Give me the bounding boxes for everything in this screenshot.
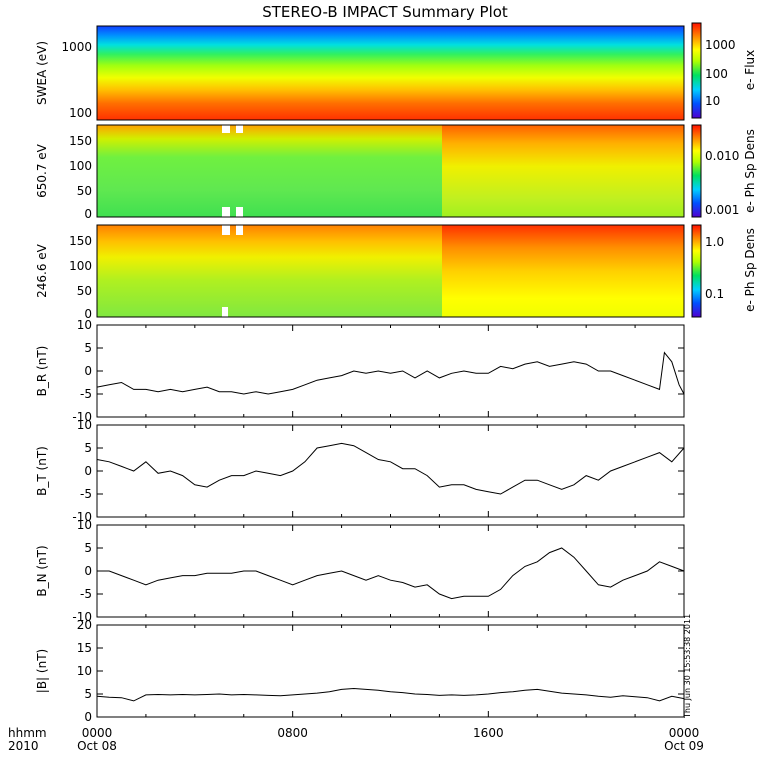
line-panel-3: 10 5 0 -5 -10 B_N (nT): [35, 518, 685, 624]
time-tick-label: 1600: [473, 726, 504, 740]
y-tick-label: 15: [77, 641, 92, 655]
y-tick-label: 5: [84, 541, 92, 555]
time-axis-label: 2010: [8, 739, 39, 753]
pad246-frame: [96, 224, 685, 318]
line-panel-4: 20 15 10 5 0 |B| (nT): [35, 618, 685, 724]
y-tick-label: 0: [84, 564, 92, 578]
series-line: [96, 442, 685, 495]
line-panel-ylabel: B_T (nT): [35, 446, 49, 496]
y-tick-label: 10: [77, 318, 92, 332]
line-panel-frame: [96, 424, 685, 518]
y-tick-label: 0: [84, 364, 92, 378]
swea-cbar-tick-10: 10: [705, 94, 720, 108]
pad650-cbar-label: e- Ph Sp Dens: [743, 129, 757, 213]
pad246-cbar-label: e- Ph Sp Dens: [743, 228, 757, 312]
pad650-colorbar: [691, 124, 702, 218]
y-tick-label: -10: [72, 610, 92, 624]
generation-timestamp: Thu Jun 30 15:53:38 2011: [683, 614, 692, 719]
time-tick-label: 0000: [82, 726, 113, 740]
swea-cbar-tick-100: 100: [705, 67, 728, 81]
pad650-frame: [96, 124, 685, 218]
y-tick-label: -10: [72, 410, 92, 424]
time-tick-label: Oct 09: [664, 739, 704, 753]
pad650-cbar-tick: 0.001: [705, 203, 739, 217]
pad650-gap: [222, 125, 230, 133]
pad246-gap: [222, 225, 230, 235]
y-tick-label: 5: [84, 441, 92, 455]
y-tick-label: 10: [77, 518, 92, 532]
swea-ytick-100: 100: [69, 106, 92, 120]
swea-ytick-1000: 1000: [61, 40, 92, 54]
pad246-cbar-tick: 1.0: [705, 235, 724, 249]
y-tick-label: 10: [77, 418, 92, 432]
y-tick-label: 0: [84, 710, 92, 724]
pad650-gap: [236, 125, 243, 133]
y-tick-label: -5: [80, 587, 92, 601]
swea-colorbar: [691, 22, 702, 119]
swea-cbar-tick-1000: 1000: [705, 38, 736, 52]
time-tick-label: 0800: [277, 726, 308, 740]
pad246-map-late: [442, 225, 684, 317]
y-tick-label: 0: [84, 464, 92, 478]
y-tick-label: -10: [72, 510, 92, 524]
pad650-ytick: 100: [69, 159, 92, 173]
line-panel-frame: [96, 324, 685, 418]
time-axis-label: hhmm: [8, 726, 47, 740]
line-panel-frame: [96, 524, 685, 618]
y-tick-label: -5: [80, 387, 92, 401]
pad246-ytick: 100: [69, 259, 92, 273]
swea-ylabel: SWEA (eV): [35, 41, 49, 105]
line-panel-ylabel: B_R (nT): [35, 346, 49, 397]
pad650-ytick: 0: [84, 207, 92, 221]
pad246-map-early: [97, 225, 442, 317]
pad650-map-late: [442, 125, 684, 217]
pad246-ytick: 150: [69, 234, 92, 248]
pad650-ylabel: 650.7 eV: [35, 143, 49, 198]
y-tick-label: 5: [84, 687, 92, 701]
time-tick-label: Oct 08: [77, 739, 117, 753]
y-tick-label: -5: [80, 487, 92, 501]
swea-frame: [96, 25, 685, 121]
swea-cbar-label: e- Flux: [743, 50, 757, 90]
line-panel-1: 10 5 0 -5 -10 B_R (nT): [35, 318, 685, 424]
line-panel-frame: [96, 624, 685, 718]
swea-spectrogram: [97, 26, 684, 120]
pad246-ytick: 50: [77, 284, 92, 298]
line-panel-2: 10 5 0 -5 -10 B_T (nT): [35, 418, 685, 524]
pad650-gap: [222, 207, 230, 217]
line-panel-ylabel: B_N (nT): [35, 545, 49, 596]
pad246-ytick: 0: [84, 307, 92, 321]
pad650-panel: 150 100 50 0 650.7 eV 0.010 0.001 e- Ph …: [35, 124, 757, 221]
series-line: [96, 351, 685, 395]
pad246-colorbar: [691, 224, 702, 318]
pad650-ytick: 150: [69, 134, 92, 148]
pad246-gap: [222, 307, 228, 317]
y-tick-label: 5: [84, 341, 92, 355]
pad650-map-early: [97, 125, 442, 217]
time-tick-label: 0000: [669, 726, 700, 740]
swea-panel: 1000 100 SWEA (eV) 1000 100 10 e- Flux: [35, 22, 757, 121]
pad650-cbar-tick: 0.010: [705, 149, 739, 163]
y-tick-label: 10: [77, 664, 92, 678]
pad246-ylabel: 246.6 eV: [35, 243, 49, 298]
pad246-cbar-tick: 0.1: [705, 287, 724, 301]
pad650-gap: [236, 207, 243, 217]
pad246-panel: 150 100 50 0 246.6 eV 1.0 0.1 e- Ph Sp D…: [35, 224, 757, 321]
plot-title: STEREO-B IMPACT Summary Plot: [262, 3, 508, 21]
magnetic-field-panels: 10 5 0 -5 -10 B_R (nT) 10 5 0 -5 -10 B_T (nT) 10 5 0 -5…: [35, 318, 685, 724]
line-panel-ylabel: |B| (nT): [35, 649, 49, 693]
pad246-gap: [236, 225, 243, 235]
pad650-ytick: 50: [77, 184, 92, 198]
y-tick-label: 20: [77, 618, 92, 632]
series-line: [96, 687, 685, 702]
series-line: [97, 547, 685, 600]
